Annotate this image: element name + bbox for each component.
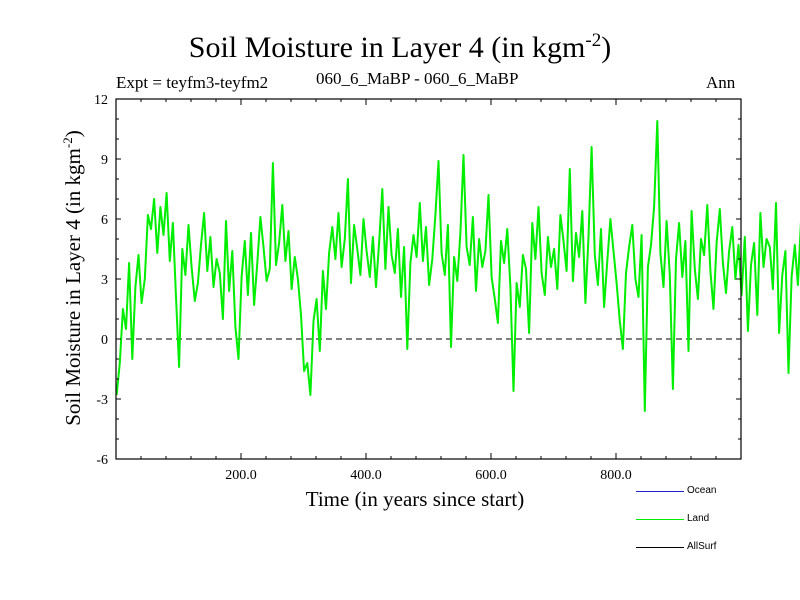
x-tick-label: 600.0	[475, 468, 507, 483]
y-axis-label-superscript: -2	[60, 137, 75, 149]
y-tick-label: 3	[101, 273, 108, 288]
series-line-land	[115, 120, 800, 412]
chart-title-main: Soil Moisture in Layer 4 (in kgm	[188, 31, 586, 64]
legend-swatch-land	[636, 519, 684, 520]
chart-title: Soil Moisture in Layer 4 (in kgm-2)	[0, 30, 800, 65]
x-tick-label: 800.0	[600, 468, 632, 483]
legend-label-allsurf: AllSurf	[687, 541, 717, 552]
y-tick-label: 9	[101, 153, 108, 168]
y-tick-label: -6	[96, 453, 108, 468]
y-axis-label-main: Soil Moisture in Layer 4 (in kgm	[61, 148, 85, 426]
y-tick-label: 12	[94, 93, 108, 108]
y-tick-label: 0	[101, 333, 108, 348]
y-axis-label-close: )	[61, 130, 85, 138]
y-tick-label: 6	[101, 213, 108, 228]
x-tick-label: 400.0	[350, 468, 382, 483]
legend-label-ocean: Ocean	[687, 485, 717, 496]
season-label: Ann	[706, 73, 736, 92]
chart-title-close: )	[601, 31, 612, 64]
chart-title-superscript: -2	[585, 30, 602, 51]
experiment-label: Expt = teyfm3-teyfm2	[116, 73, 269, 92]
y-tick-label: -3	[96, 393, 108, 408]
y-axis-label: Soil Moisture in Layer 4 (in kgm-2)	[60, 130, 86, 425]
x-axis-label: Time (in years since start)	[305, 487, 525, 511]
legend-swatch-allsurf	[636, 547, 684, 548]
x-tick-label: 200.0	[225, 468, 257, 483]
legend-label-land: Land	[687, 513, 710, 524]
legend-swatch-ocean	[636, 491, 684, 492]
run-label: 060_6_MaBP - 060_6_MaBP	[316, 69, 519, 88]
